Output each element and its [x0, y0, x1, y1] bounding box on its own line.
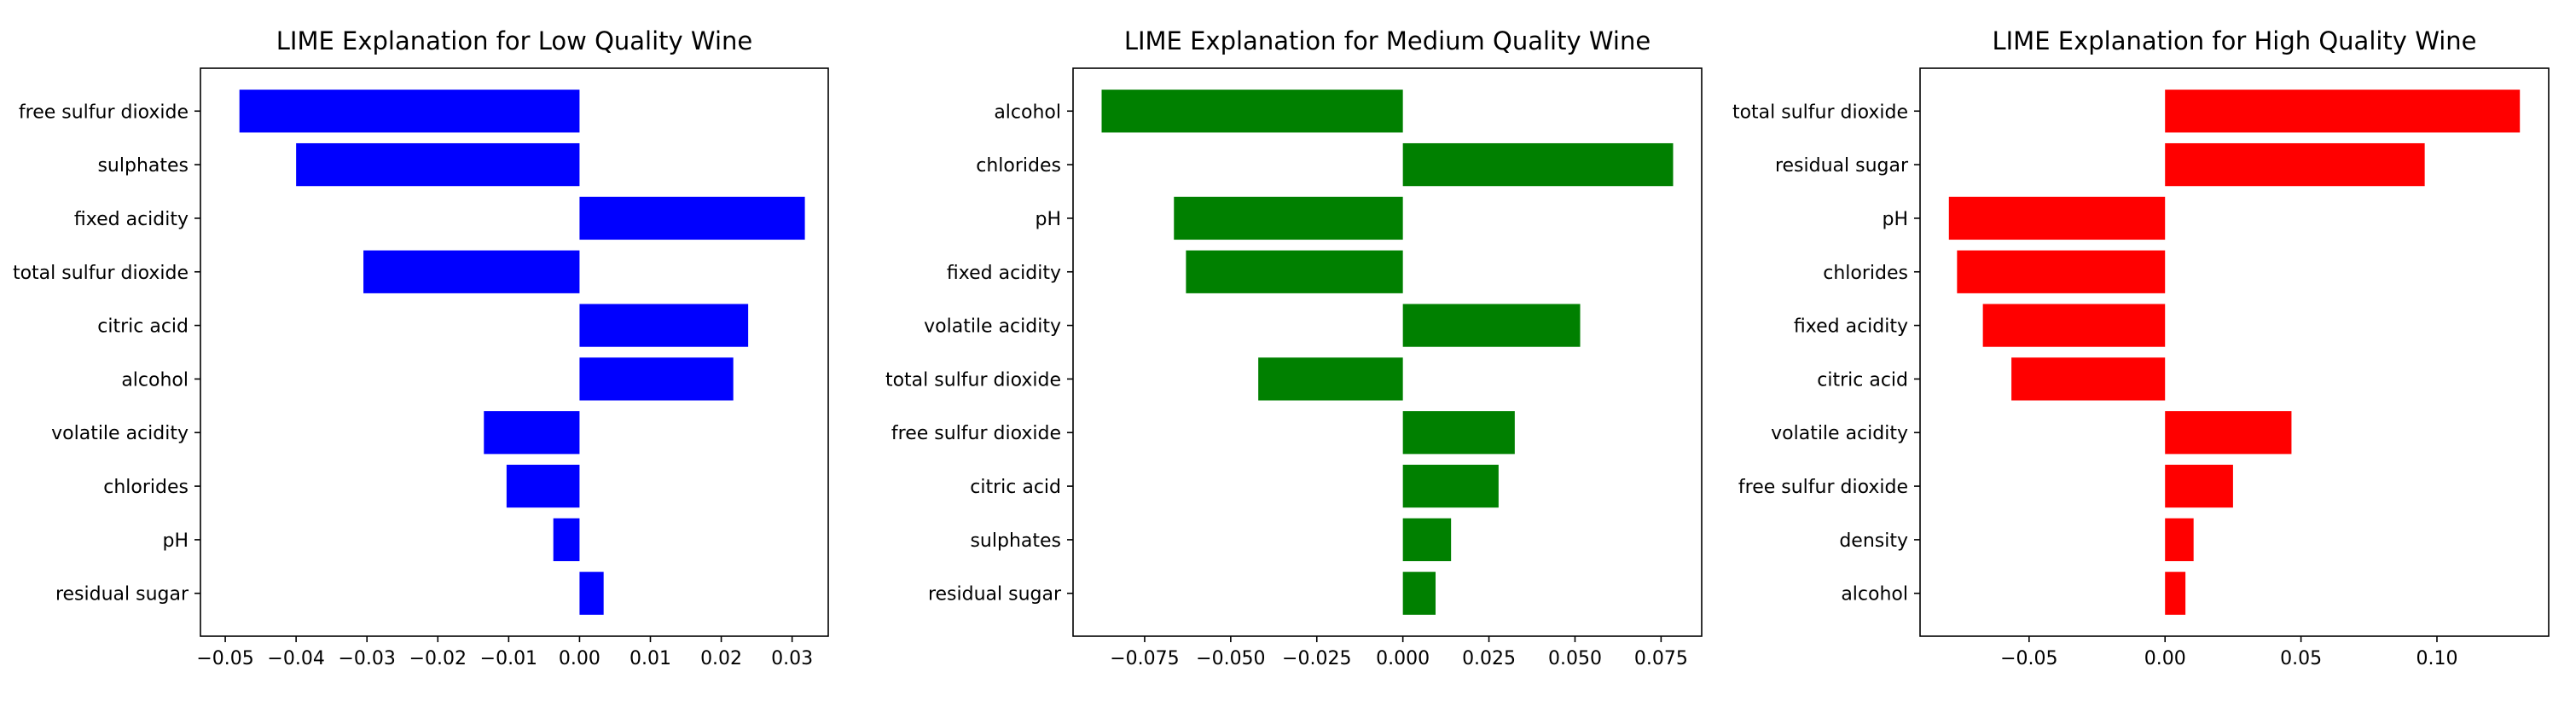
x-tick-label: 0.10	[2416, 648, 2457, 669]
y-tick-label: citric acid	[1817, 369, 1908, 391]
bar	[579, 304, 749, 347]
bar	[2165, 142, 2425, 187]
x-tick-label: 0.00	[2144, 648, 2186, 669]
bar	[2011, 357, 2166, 401]
x-tick-label: −0.05	[196, 648, 253, 669]
y-tick-label: volatile acidity	[924, 316, 1061, 338]
y-tick-label: chlorides	[976, 155, 1061, 177]
x-tick-label: 0.05	[2280, 648, 2322, 669]
bar	[2165, 464, 2233, 508]
bar	[1101, 90, 1403, 133]
y-tick-label: residual sugar	[55, 584, 189, 605]
bar	[506, 464, 580, 508]
y-tick-label: sulphates	[97, 155, 189, 177]
y-tick-label: density	[1839, 530, 1908, 552]
y-tick-label: pH	[1035, 209, 1061, 230]
x-tick-label: 0.050	[1548, 648, 1602, 669]
bar	[1258, 357, 1403, 401]
x-tick-label: −0.050	[1196, 648, 1265, 669]
y-tick-label: alcohol	[1841, 584, 1908, 605]
bar	[239, 90, 580, 133]
bar	[296, 142, 580, 187]
y-tick-label: alcohol	[994, 101, 1061, 123]
x-tick-label: 0.01	[629, 648, 671, 669]
chart-title: LIME Explanation for Medium Quality Wine	[1124, 26, 1651, 55]
bar	[1402, 571, 1436, 615]
axes-frame	[200, 67, 829, 637]
bar	[484, 411, 580, 455]
x-tick-label: −0.075	[1110, 648, 1179, 669]
y-tick-label: free sulfur dioxide	[891, 423, 1061, 444]
y-tick-label: fixed acidity	[1794, 316, 1908, 338]
y-tick-label: residual sugar	[928, 584, 1062, 605]
bar	[553, 518, 580, 562]
x-tick-label: 0.075	[1634, 648, 1688, 669]
bar	[2165, 571, 2186, 615]
bar	[579, 571, 604, 615]
y-tick-label: volatile acidity	[51, 423, 189, 444]
bar	[1402, 304, 1581, 347]
x-tick-label: −0.03	[339, 648, 396, 669]
y-tick-label: pH	[162, 530, 189, 552]
y-tick-label: chlorides	[1823, 263, 1908, 284]
axes-frame	[1919, 67, 2550, 637]
subplot-high-quality: LIME Explanation for High Quality Wine t…	[1732, 26, 2550, 669]
bar	[1186, 250, 1403, 293]
x-tick-label: 0.00	[559, 648, 600, 669]
x-tick-label: −0.05	[2000, 648, 2057, 669]
bar	[1402, 411, 1515, 455]
bar	[2165, 90, 2521, 133]
bar	[363, 250, 580, 293]
x-tick-label: 0.025	[1462, 648, 1516, 669]
x-tick-label: 0.02	[700, 648, 742, 669]
bar	[2165, 518, 2194, 562]
bar	[579, 196, 805, 240]
bar	[1402, 518, 1452, 562]
x-tick-label: −0.025	[1282, 648, 1351, 669]
subplot-medium-quality: LIME Explanation for Medium Quality Wine…	[885, 26, 1703, 669]
bar	[579, 357, 734, 401]
y-tick-label: free sulfur dioxide	[19, 101, 189, 123]
x-tick-label: −0.04	[267, 648, 324, 669]
bar	[1982, 304, 2166, 347]
bar	[1174, 196, 1403, 240]
x-tick-label: −0.02	[409, 648, 467, 669]
y-tick-label: fixed acidity	[74, 209, 189, 230]
x-tick-label: −0.01	[480, 648, 537, 669]
x-tick-label: 0.03	[771, 648, 813, 669]
y-tick-label: volatile acidity	[1771, 423, 1908, 444]
y-tick-label: total sulfur dioxide	[885, 369, 1061, 391]
y-tick-label: free sulfur dioxide	[1738, 477, 1908, 498]
y-tick-label: chlorides	[103, 477, 189, 498]
bar	[2165, 411, 2292, 455]
bar	[1948, 196, 2166, 240]
bar	[1957, 250, 2166, 293]
axes-frame	[1072, 67, 1703, 637]
chart-title: LIME Explanation for Low Quality Wine	[276, 26, 753, 55]
y-tick-label: alcohol	[121, 369, 189, 391]
y-tick-label: pH	[1882, 209, 1908, 230]
chart-title: LIME Explanation for High Quality Wine	[1992, 26, 2476, 55]
bar	[1402, 142, 1674, 187]
y-tick-label: sulphates	[970, 530, 1061, 552]
y-tick-label: total sulfur dioxide	[1732, 101, 1908, 123]
y-tick-label: total sulfur dioxide	[13, 263, 189, 284]
y-tick-label: citric acid	[970, 477, 1061, 498]
y-tick-label: fixed acidity	[947, 263, 1061, 284]
y-tick-label: residual sugar	[1775, 155, 1909, 177]
x-tick-label: 0.000	[1376, 648, 1430, 669]
y-tick-label: citric acid	[97, 316, 189, 338]
bar	[1402, 464, 1499, 508]
subplot-low-quality: LIME Explanation for Low Quality Wine fr…	[13, 26, 829, 669]
